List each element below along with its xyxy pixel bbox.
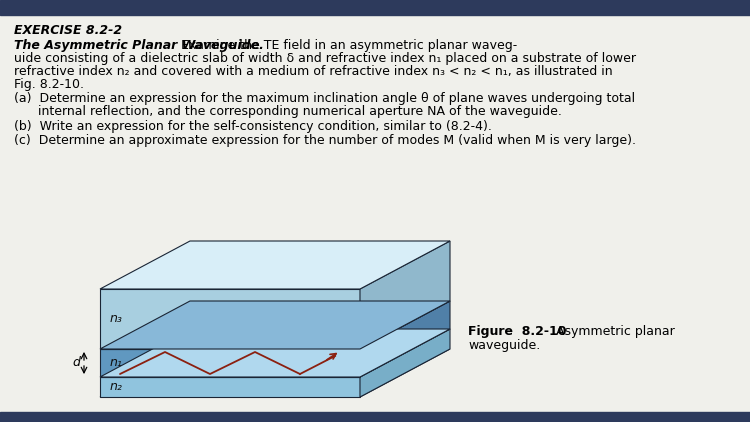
Polygon shape [100, 349, 360, 377]
Text: The Asymmetric Planar Waveguide.: The Asymmetric Planar Waveguide. [14, 39, 264, 52]
Polygon shape [360, 301, 450, 377]
Text: n₁: n₁ [110, 357, 123, 370]
Bar [0, 412, 750, 422]
Polygon shape [100, 329, 450, 377]
Polygon shape [100, 377, 360, 397]
Text: waveguide.: waveguide. [468, 339, 540, 352]
Polygon shape [100, 289, 360, 349]
Polygon shape [360, 241, 450, 349]
Polygon shape [100, 241, 450, 289]
Text: Fig. 8.2-10.: Fig. 8.2-10. [14, 78, 84, 91]
Text: EXERCISE 8.2-2: EXERCISE 8.2-2 [14, 24, 122, 37]
Bar [0, 0, 750, 15]
Text: n₃: n₃ [110, 313, 123, 325]
Text: (b)  Write an expression for the self-consistency condition, similar to (8.2-4).: (b) Write an expression for the self-con… [14, 120, 492, 133]
Polygon shape [100, 349, 450, 397]
Text: (a)  Determine an expression for the maximum inclination angle θ of plane waves : (a) Determine an expression for the maxi… [14, 92, 635, 105]
Text: Figure  8.2-10: Figure 8.2-10 [468, 325, 566, 338]
Text: refractive index n₂ and covered with a medium of refractive index n₃ < n₂ < n₁, : refractive index n₂ and covered with a m… [14, 65, 613, 78]
Text: Examine the TE field in an asymmetric planar waveg-: Examine the TE field in an asymmetric pl… [169, 39, 518, 52]
Text: n₂: n₂ [110, 381, 123, 393]
Text: uide consisting of a dielectric slab of width δ and refractive index n₁ placed o: uide consisting of a dielectric slab of … [14, 52, 636, 65]
Text: (c)  Determine an approximate expression for the number of modes M (valid when M: (c) Determine an approximate expression … [14, 134, 636, 147]
Text: internal reflection, and the corresponding numerical aperture NA of the waveguid: internal reflection, and the correspondi… [14, 105, 562, 118]
Text: Asymmetric planar: Asymmetric planar [548, 325, 675, 338]
Polygon shape [100, 301, 450, 349]
Text: d: d [72, 357, 80, 370]
Polygon shape [360, 329, 450, 397]
